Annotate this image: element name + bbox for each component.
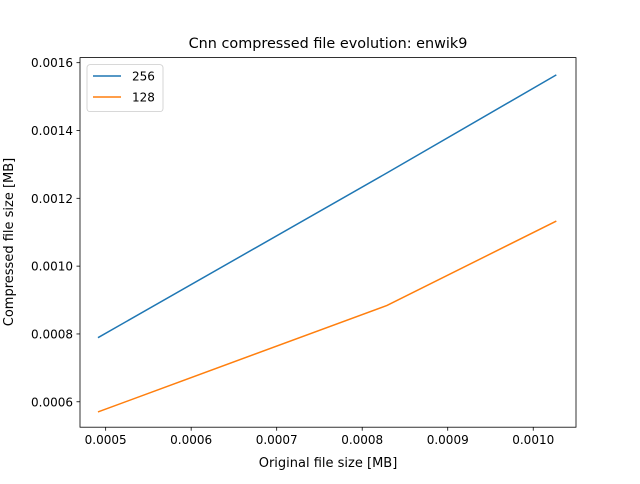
y-tick-label: 0.0016: [31, 56, 73, 70]
x-tick-label: 0.0005: [85, 433, 127, 447]
x-tick-label: 0.0007: [256, 433, 298, 447]
y-tick-label: 0.0014: [31, 124, 73, 138]
y-tick-label: 0.0008: [31, 327, 73, 341]
x-axis-label: Original file size [MB]: [259, 456, 398, 471]
y-axis-label: Compressed file size [MB]: [2, 158, 17, 326]
x-tick-label: 0.0010: [512, 433, 554, 447]
y-tick-label: 0.0012: [31, 192, 73, 206]
x-tick-label: 0.0008: [341, 433, 383, 447]
legend-label: 256: [132, 70, 155, 84]
x-tick-label: 0.0006: [170, 433, 212, 447]
x-tick-label: 0.0009: [427, 433, 469, 447]
y-tick-label: 0.0010: [31, 260, 73, 274]
series-line-128: [97, 220, 557, 413]
y-tick-label: 0.0006: [31, 395, 73, 409]
series-line-256: [97, 74, 557, 339]
chart-title: Cnn compressed file evolution: enwik9: [189, 36, 468, 52]
legend-label: 128: [132, 91, 155, 105]
legend: 256 128: [86, 64, 164, 112]
plot-frame: [79, 57, 577, 428]
